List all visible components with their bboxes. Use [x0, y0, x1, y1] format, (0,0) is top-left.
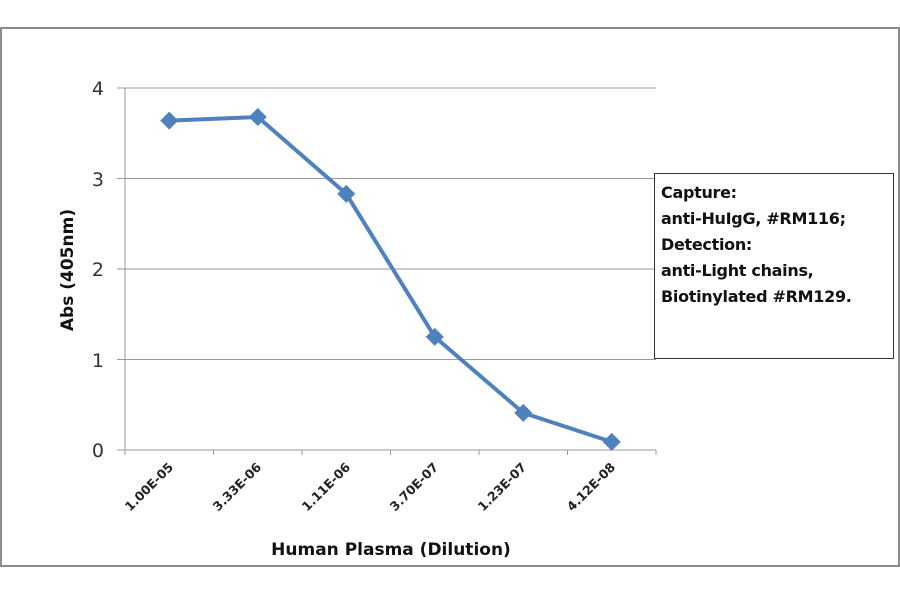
x-tick-labels: 1.00E-05 3.33E-06 1.11E-06 3.70E-07 1.23…	[122, 459, 618, 514]
x-tick-5: 4.12E-08	[564, 460, 618, 514]
y-tick-4: 4	[92, 78, 104, 100]
x-axis-title: Human Plasma (Dilution)	[271, 540, 511, 560]
x-tick-3: 3.70E-07	[387, 460, 441, 514]
diamond-marker	[514, 403, 533, 422]
y-tick-2: 2	[92, 259, 104, 281]
annotation-line: Detection:	[661, 235, 753, 254]
axes	[124, 88, 657, 455]
x-tick-2: 1.11E-06	[299, 459, 354, 514]
gridlines	[117, 87, 656, 451]
annotation-line: anti-HuIgG, #RM116;	[661, 209, 846, 228]
diamond-marker	[602, 432, 621, 451]
data-series	[160, 107, 621, 451]
series-line	[169, 114, 613, 444]
annotation-box: Capture: anti-HuIgG, #RM116; Detection: …	[654, 173, 894, 359]
diamond-marker	[160, 111, 179, 130]
x-tick-1: 3.33E-06	[210, 459, 265, 514]
annotation-line: Capture:	[661, 183, 737, 202]
y-tick-labels: 0 1 2 3 4	[92, 78, 104, 462]
y-tick-0: 0	[92, 440, 104, 462]
diamond-marker	[337, 184, 356, 203]
y-tick-1: 1	[92, 350, 104, 372]
x-tick-0: 1.00E-05	[122, 460, 176, 514]
annotation-line: anti-Light chains,	[661, 261, 814, 280]
annotation-line: Biotinylated #RM129.	[661, 287, 852, 306]
x-tick-4: 1.23E-07	[475, 460, 529, 514]
y-tick-3: 3	[92, 169, 104, 191]
diamond-marker	[248, 107, 267, 126]
diamond-marker	[425, 327, 444, 346]
y-axis-title: Abs (405nm)	[58, 209, 78, 331]
